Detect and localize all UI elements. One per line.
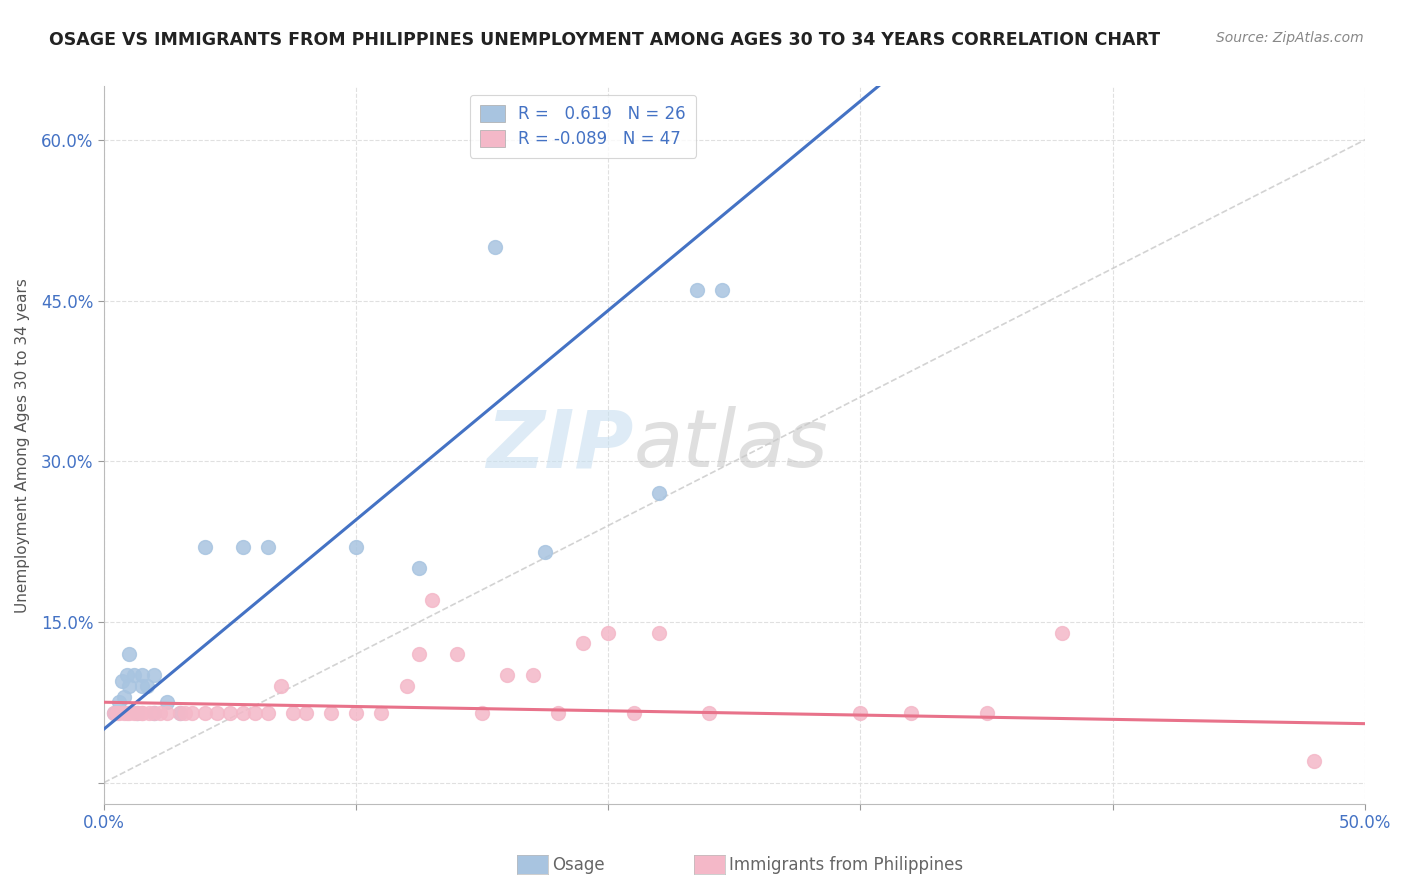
Text: Immigrants from Philippines: Immigrants from Philippines [728,856,963,874]
Point [118,706,141,720]
Point [344,540,367,554]
Point [207,706,229,720]
Point [112,706,135,720]
Point [598,625,620,640]
Point [143,706,166,720]
Text: OSAGE VS IMMIGRANTS FROM PHILIPPINES UNEMPLOYMENT AMONG AGES 30 TO 34 YEARS CORR: OSAGE VS IMMIGRANTS FROM PHILIPPINES UNE… [49,31,1160,49]
Point [219,706,242,720]
Point [648,625,671,640]
Point [534,545,557,559]
Point [697,706,720,720]
Point [124,706,146,720]
Point [115,706,138,720]
Point [496,668,519,682]
Point [118,679,141,693]
Point [900,706,922,720]
Point [710,283,733,297]
Point [395,679,418,693]
Point [138,706,160,720]
Point [111,673,134,688]
Point [118,647,141,661]
Point [484,240,506,254]
Point [173,706,195,720]
Point [294,706,316,720]
Point [232,706,254,720]
Point [131,668,153,682]
Point [522,668,544,682]
Point [572,636,595,650]
Point [169,706,191,720]
Point [125,706,148,720]
Point [124,668,146,682]
Point [408,561,430,575]
Point [1303,754,1326,768]
Point [344,706,367,720]
Point [143,706,166,720]
Legend: R =   0.619   N = 26, R = -0.089   N = 47: R = 0.619 N = 26, R = -0.089 N = 47 [470,95,696,158]
Point [370,706,392,720]
Point [408,647,430,661]
Point [108,695,131,709]
Point [194,706,217,720]
Point [131,679,153,693]
Point [103,706,125,720]
Point [108,706,131,720]
Point [257,706,280,720]
Point [685,283,707,297]
Point [648,486,671,500]
Point [143,668,166,682]
Point [623,706,645,720]
Point [257,540,280,554]
Point [471,706,494,720]
Point [131,706,153,720]
Point [115,668,138,682]
Point [148,706,170,720]
Point [169,706,191,720]
Point [446,647,468,661]
Point [976,706,998,720]
Point [319,706,342,720]
Point [270,679,292,693]
Point [135,679,157,693]
Point [1050,625,1073,640]
Text: Source: ZipAtlas.com: Source: ZipAtlas.com [1216,31,1364,45]
Point [103,706,125,720]
Point [125,706,148,720]
Text: ZIP: ZIP [486,406,634,484]
Point [105,706,128,720]
Point [156,706,179,720]
Text: atlas: atlas [634,406,828,484]
Point [232,540,254,554]
Point [194,540,217,554]
Point [131,706,153,720]
Point [156,695,179,709]
Y-axis label: Unemployment Among Ages 30 to 34 years: Unemployment Among Ages 30 to 34 years [15,277,30,613]
Point [181,706,204,720]
Point [245,706,267,720]
Point [547,706,569,720]
Point [281,706,304,720]
Point [849,706,872,720]
Point [420,593,443,607]
Text: Osage: Osage [553,856,605,874]
Point [112,690,135,704]
